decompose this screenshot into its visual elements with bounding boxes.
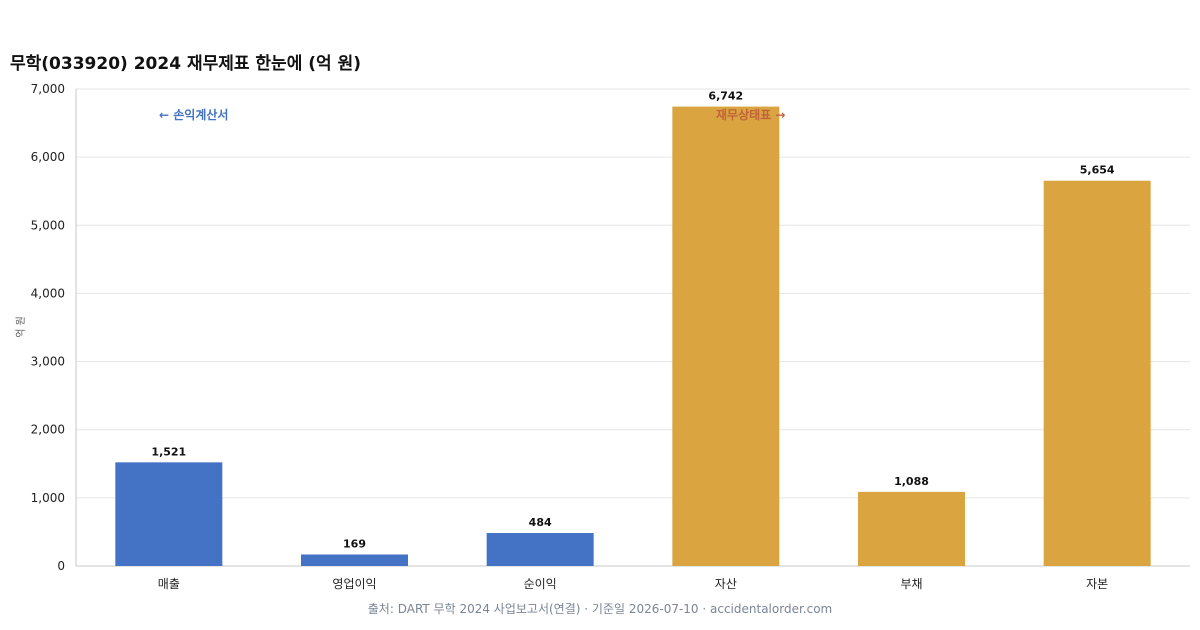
x-axis-categories: 매출 영업이익 순이익 자산 부채 자본 [158,577,1108,591]
bar-4 [672,106,780,566]
bar-value-label: 1,088 [894,475,929,488]
income-statement-annotation: ← 손익계산서 [159,107,228,122]
source-note: 출처: DART 무학 2024 사업보고서(연결) · 기준일 2026-07… [368,602,832,616]
gridlines [75,88,1190,567]
bar-value-label: 169 [343,537,366,550]
bar-5 [858,491,965,566]
y-tick-label: 4,000 [31,286,65,300]
bars [115,106,1151,567]
y-tick-label: 1,000 [31,491,65,505]
bar-6 [1043,180,1151,567]
y-tick-label: 7,000 [31,82,65,96]
bar-value-label: 5,654 [1080,164,1115,177]
bar-value-label: 6,742 [708,90,743,103]
y-tick-label: 2,000 [31,423,65,437]
value-labels: 1,521 169 484 6,742 1,088 5,654 [151,90,1114,551]
bar-3 [486,533,594,566]
bar-value-label: 1,521 [151,445,186,458]
x-category-label: 자본 [1086,577,1108,591]
y-tick-label: 5,000 [31,218,65,232]
x-category-label: 부채 [900,577,922,591]
bar-value-label: 484 [529,516,552,529]
balance-sheet-annotation: 재무상태표 → [716,107,785,122]
x-category-label: 영업이익 [332,577,376,591]
y-axis-ticks: 0 1,000 2,000 3,000 4,000 5,000 6,000 7,000 [31,82,65,573]
bar-1 [115,462,223,566]
y-tick-label: 0 [57,559,65,573]
bar-2 [301,554,408,566]
x-category-label: 자산 [715,577,737,591]
x-category-label: 매출 [158,577,180,591]
y-tick-label: 3,000 [31,355,65,369]
chart-title: 무학(033920) 2024 재무제표 한눈에 (억 원) [10,54,361,74]
y-axis-label: 억 원 [15,316,27,338]
y-tick-label: 6,000 [31,150,65,164]
x-category-label: 순이익 [524,577,557,591]
